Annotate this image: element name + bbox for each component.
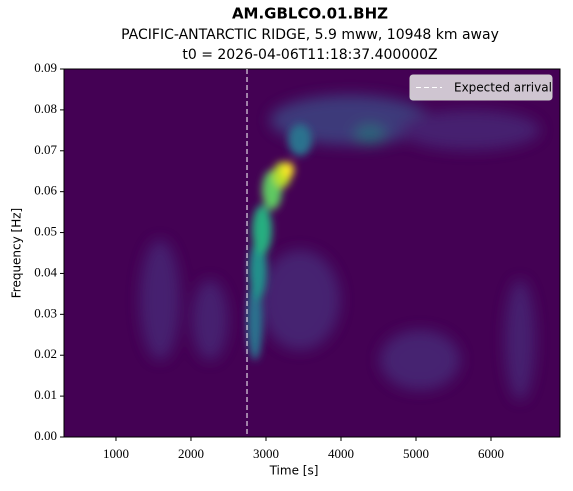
- y-tick-label: 0.04: [34, 264, 57, 279]
- y-tick-label: 0.02: [34, 346, 57, 361]
- x-tick-label: 5000: [403, 446, 429, 461]
- y-tick-label: 0.03: [34, 305, 57, 320]
- y-tick-label: 0.01: [34, 387, 57, 402]
- legend-box: [409, 74, 553, 101]
- chart-subtitle: t0 = 2026-04-06T11:18:37.400000Z: [182, 47, 437, 63]
- y-tick-label: 0.07: [34, 142, 57, 157]
- y-axis-label: Frequency [Hz]: [10, 208, 24, 299]
- chart-subtitle: PACIFIC-ANTARCTIC RIDGE, 5.9 mww, 10948 …: [121, 27, 499, 43]
- plot-frame: [63, 68, 561, 438]
- x-tick-label: 4000: [328, 446, 354, 461]
- y-tick-label: 0.00: [34, 428, 57, 443]
- y-tick-label: 0.09: [34, 60, 57, 75]
- x-axis-label: Time [s]: [269, 464, 319, 478]
- legend-label: Expected arrival: [454, 81, 552, 95]
- y-tick-label: 0.05: [34, 224, 57, 239]
- y-tick-label: 0.08: [34, 101, 57, 116]
- x-tick-label: 2000: [178, 446, 204, 461]
- x-tick-label: 1000: [103, 446, 129, 461]
- x-tick-label: 6000: [478, 446, 504, 461]
- x-tick-label: 3000: [253, 446, 279, 461]
- spectrogram-image: [64, 69, 560, 437]
- chart-title: AM.GBLCO.01.BHZ: [232, 5, 388, 23]
- y-tick-label: 0.06: [34, 183, 57, 198]
